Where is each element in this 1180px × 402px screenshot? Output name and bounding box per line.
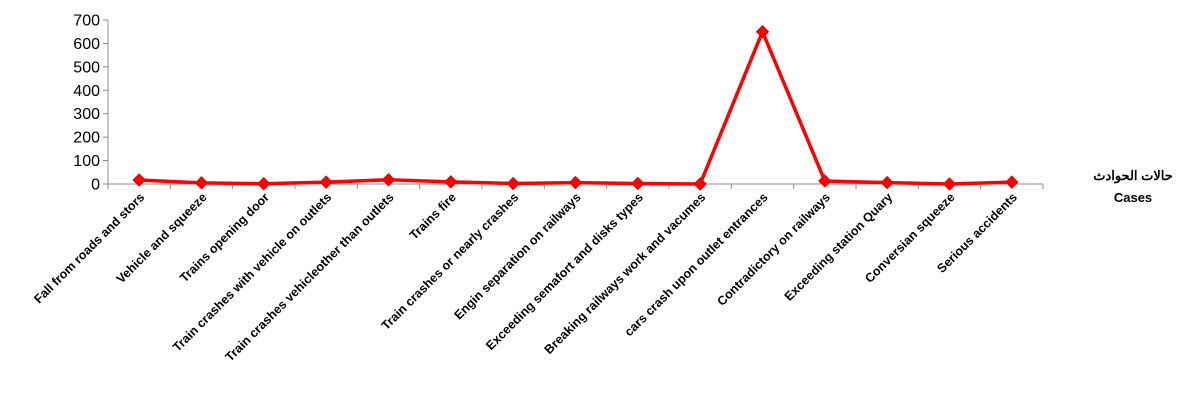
x-tick-label: Trains fire xyxy=(407,190,459,242)
series-group xyxy=(133,26,1018,190)
data-point xyxy=(944,178,956,190)
data-point xyxy=(1006,176,1018,188)
data-point xyxy=(632,178,644,190)
y-tick-label: 600 xyxy=(73,36,100,53)
x-tick-label: Fall from roads and stors xyxy=(31,190,147,306)
data-point xyxy=(570,177,582,189)
y-tick-label: 100 xyxy=(73,153,100,170)
y-tick-label: 700 xyxy=(73,13,100,30)
data-point xyxy=(445,176,457,188)
data-point xyxy=(757,26,769,38)
x-tick-label: Exceeding station Quary xyxy=(782,190,896,304)
y-axis: 0 100 200 300 400 500 600 700 xyxy=(73,13,108,194)
x-axis-title-arabic: حالات الحوادث xyxy=(1093,168,1173,184)
data-point xyxy=(694,178,706,190)
x-axis-title: Cases xyxy=(1114,190,1152,205)
series-line xyxy=(139,32,1012,184)
data-point xyxy=(258,178,270,190)
data-point xyxy=(320,176,332,188)
x-tick-label: Engin separation on railways xyxy=(451,190,583,322)
data-point xyxy=(196,177,208,189)
y-tick-label: 400 xyxy=(73,83,100,100)
y-tick-label: 500 xyxy=(73,59,100,76)
data-point xyxy=(819,175,831,187)
x-tick-label: Train crashes or nearly crashes xyxy=(379,190,522,333)
y-tick-label: 200 xyxy=(73,130,100,147)
data-point xyxy=(507,178,519,190)
y-tick-label: 300 xyxy=(73,106,100,123)
y-tick-label: 0 xyxy=(91,177,100,194)
data-point xyxy=(881,177,893,189)
x-tick-label: Contradictory on railways xyxy=(715,190,833,308)
